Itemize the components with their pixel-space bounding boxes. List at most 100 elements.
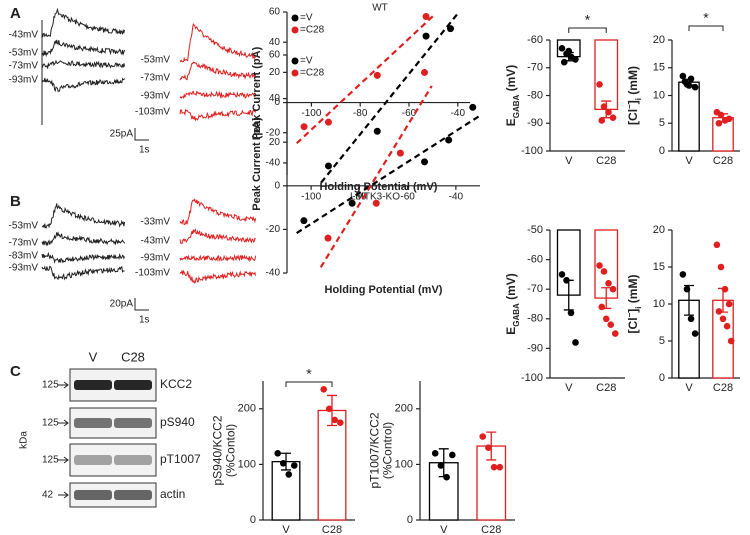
label-part: E: [504, 118, 518, 126]
data-point: [437, 462, 445, 469]
y-tick-label: -40: [266, 158, 281, 169]
trace-label: -73mV: [9, 61, 39, 72]
data-point: [717, 263, 725, 271]
label-part: −: [625, 104, 634, 109]
y-tick-label: -20: [266, 127, 281, 138]
data-point: [600, 103, 608, 110]
band: [114, 380, 152, 390]
data-point: [396, 149, 404, 157]
x-tick-label: C28: [713, 155, 733, 167]
data-point: [496, 463, 504, 471]
label-part: (mV): [504, 273, 518, 303]
x-tick-label: -40: [451, 108, 466, 119]
data-point: [485, 444, 492, 452]
data-point: [723, 322, 731, 330]
y-axis-label: pT1007/KCC2: [368, 412, 382, 488]
data-point: [558, 45, 566, 52]
data-point: [567, 309, 575, 317]
data-point: [598, 117, 606, 124]
scale-bar: [134, 128, 149, 141]
y-tick-label: 40: [269, 93, 281, 104]
data-point: [290, 462, 298, 469]
y-axis-label: [Cl−]i (mM): [625, 66, 643, 125]
band: [74, 380, 112, 390]
data-point: [373, 127, 381, 135]
data-point: [725, 115, 733, 123]
trace: [179, 198, 257, 225]
trace-label: -73mV: [141, 73, 171, 84]
data-point: [719, 315, 727, 323]
fit-line: [320, 12, 459, 184]
bar: [678, 81, 700, 152]
fit-line: [296, 114, 481, 234]
y-tick-label: -60: [527, 34, 543, 46]
data-point: [373, 71, 381, 79]
label-part: (mV): [504, 65, 518, 95]
bar: [594, 39, 619, 111]
data-point: [490, 463, 498, 471]
data-point: [300, 217, 308, 225]
mw-label: 125: [42, 455, 59, 466]
legend-marker: [291, 57, 299, 65]
trace: [179, 269, 257, 284]
y-tick-label: 15: [653, 261, 665, 273]
y-tick-label: 0: [407, 514, 413, 526]
x-tick-label: -60: [400, 191, 415, 202]
band: [114, 455, 152, 465]
x-tick-label: -80: [353, 108, 368, 119]
band: [74, 418, 112, 428]
y-tick-label: -20: [266, 224, 281, 235]
fit-line: [296, 14, 435, 145]
band: [74, 490, 112, 500]
scale-label: 1s: [139, 315, 150, 326]
data-point: [691, 330, 699, 337]
data-point: [679, 271, 687, 278]
trace-label: -33mV: [141, 217, 171, 228]
bar: [317, 409, 347, 521]
y-axis-label: [Cl−]i (mM): [625, 275, 643, 334]
data-point: [607, 321, 615, 329]
trace-label: -93mV: [9, 263, 39, 274]
y-tick-label: 0: [659, 145, 665, 157]
label-part: (mM): [626, 66, 640, 98]
data-point: [598, 303, 606, 311]
blot-label: KCC2: [160, 377, 192, 391]
significance-bracket: [568, 27, 607, 33]
x-tick-label: C28: [596, 382, 616, 394]
y-tick-label: -80: [527, 313, 543, 325]
label-part: ]: [626, 309, 640, 313]
x-tick-label: -100: [301, 191, 321, 202]
y-axis-label: pS940/KCC2: [211, 415, 225, 485]
mw-label: 42: [42, 490, 54, 501]
data-point: [685, 82, 693, 89]
y-tick-label: -90: [527, 342, 543, 354]
y-tick-label: 10: [653, 298, 665, 310]
y-tick-label: 20: [269, 67, 281, 78]
data-point: [325, 405, 333, 413]
mw-label: 125: [42, 418, 59, 429]
data-point: [715, 119, 723, 127]
data-point: [449, 451, 456, 459]
label-part: −: [625, 312, 634, 317]
trace: [41, 59, 126, 69]
y-axis-label: (%Control): [381, 422, 395, 479]
data-point: [683, 285, 691, 293]
x-tick-label: C28: [322, 524, 342, 535]
y-tick-label: 5: [659, 335, 665, 347]
trace: [179, 228, 256, 245]
label-part: GABA: [512, 94, 521, 118]
significance-label: *: [585, 12, 591, 28]
y-tick-label: 100: [395, 458, 413, 470]
data-point: [445, 136, 453, 144]
data-point: [687, 75, 695, 83]
y-tick-label: 20: [653, 34, 665, 46]
data-point: [715, 308, 723, 315]
trace: [179, 254, 257, 263]
data-point: [324, 162, 332, 170]
y-tick-label: 200: [238, 403, 256, 415]
data-point: [560, 58, 568, 66]
trace-label: -53mV: [141, 55, 171, 66]
trace: [41, 251, 126, 265]
data-point: [721, 285, 729, 293]
